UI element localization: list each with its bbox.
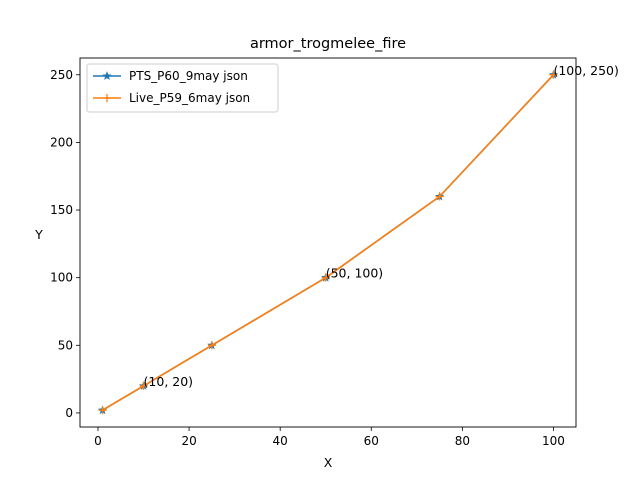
x-axis-label: X bbox=[324, 455, 333, 470]
y-tick-label: 150 bbox=[50, 203, 73, 217]
legend-item: Live_P59_6may json bbox=[93, 91, 250, 105]
y-tick-label: 50 bbox=[58, 338, 73, 352]
y-tick-label: 200 bbox=[50, 135, 73, 149]
plot-area: (10, 20) (50, 100) (100, 250) bbox=[79, 57, 619, 428]
data-point bbox=[321, 273, 330, 282]
legend-frame bbox=[86, 63, 279, 113]
series-line bbox=[102, 74, 555, 411]
data-point bbox=[549, 70, 558, 79]
data-annotation: (10, 20) bbox=[144, 374, 194, 389]
series-0 bbox=[97, 69, 559, 415]
series-line bbox=[102, 74, 555, 411]
series-1 bbox=[98, 70, 558, 415]
x-tick-label: 40 bbox=[273, 434, 288, 448]
data-point bbox=[139, 381, 148, 390]
legend-item: PTS_P60_9may json bbox=[93, 69, 248, 83]
y-axis-label: Y bbox=[34, 227, 43, 242]
legend-marker bbox=[102, 71, 112, 80]
y-tick-label: 250 bbox=[50, 68, 73, 82]
y-tick-label: 100 bbox=[50, 271, 73, 285]
x-tick-label: 60 bbox=[364, 434, 379, 448]
data-point bbox=[98, 406, 107, 415]
data-point bbox=[207, 341, 216, 350]
chart-title: armor_trogmelee_fire bbox=[250, 36, 406, 52]
plot-frame bbox=[79, 57, 577, 428]
x-tick-label: 80 bbox=[455, 434, 470, 448]
x-tick-label: 100 bbox=[542, 434, 565, 448]
x-tick-label: 20 bbox=[181, 434, 196, 448]
x-tick-label: 0 bbox=[94, 434, 102, 448]
legend: PTS_P60_9may json Live_P59_6may json bbox=[86, 63, 279, 113]
data-annotation: (100, 250) bbox=[553, 63, 618, 78]
data-annotation: (50, 100) bbox=[326, 266, 383, 281]
legend-label: PTS_P60_9may json bbox=[129, 69, 248, 83]
y-tick-label: 0 bbox=[65, 406, 73, 420]
legend-marker bbox=[103, 94, 111, 102]
legend-label: Live_P59_6may json bbox=[129, 91, 250, 105]
data-point bbox=[435, 192, 444, 201]
